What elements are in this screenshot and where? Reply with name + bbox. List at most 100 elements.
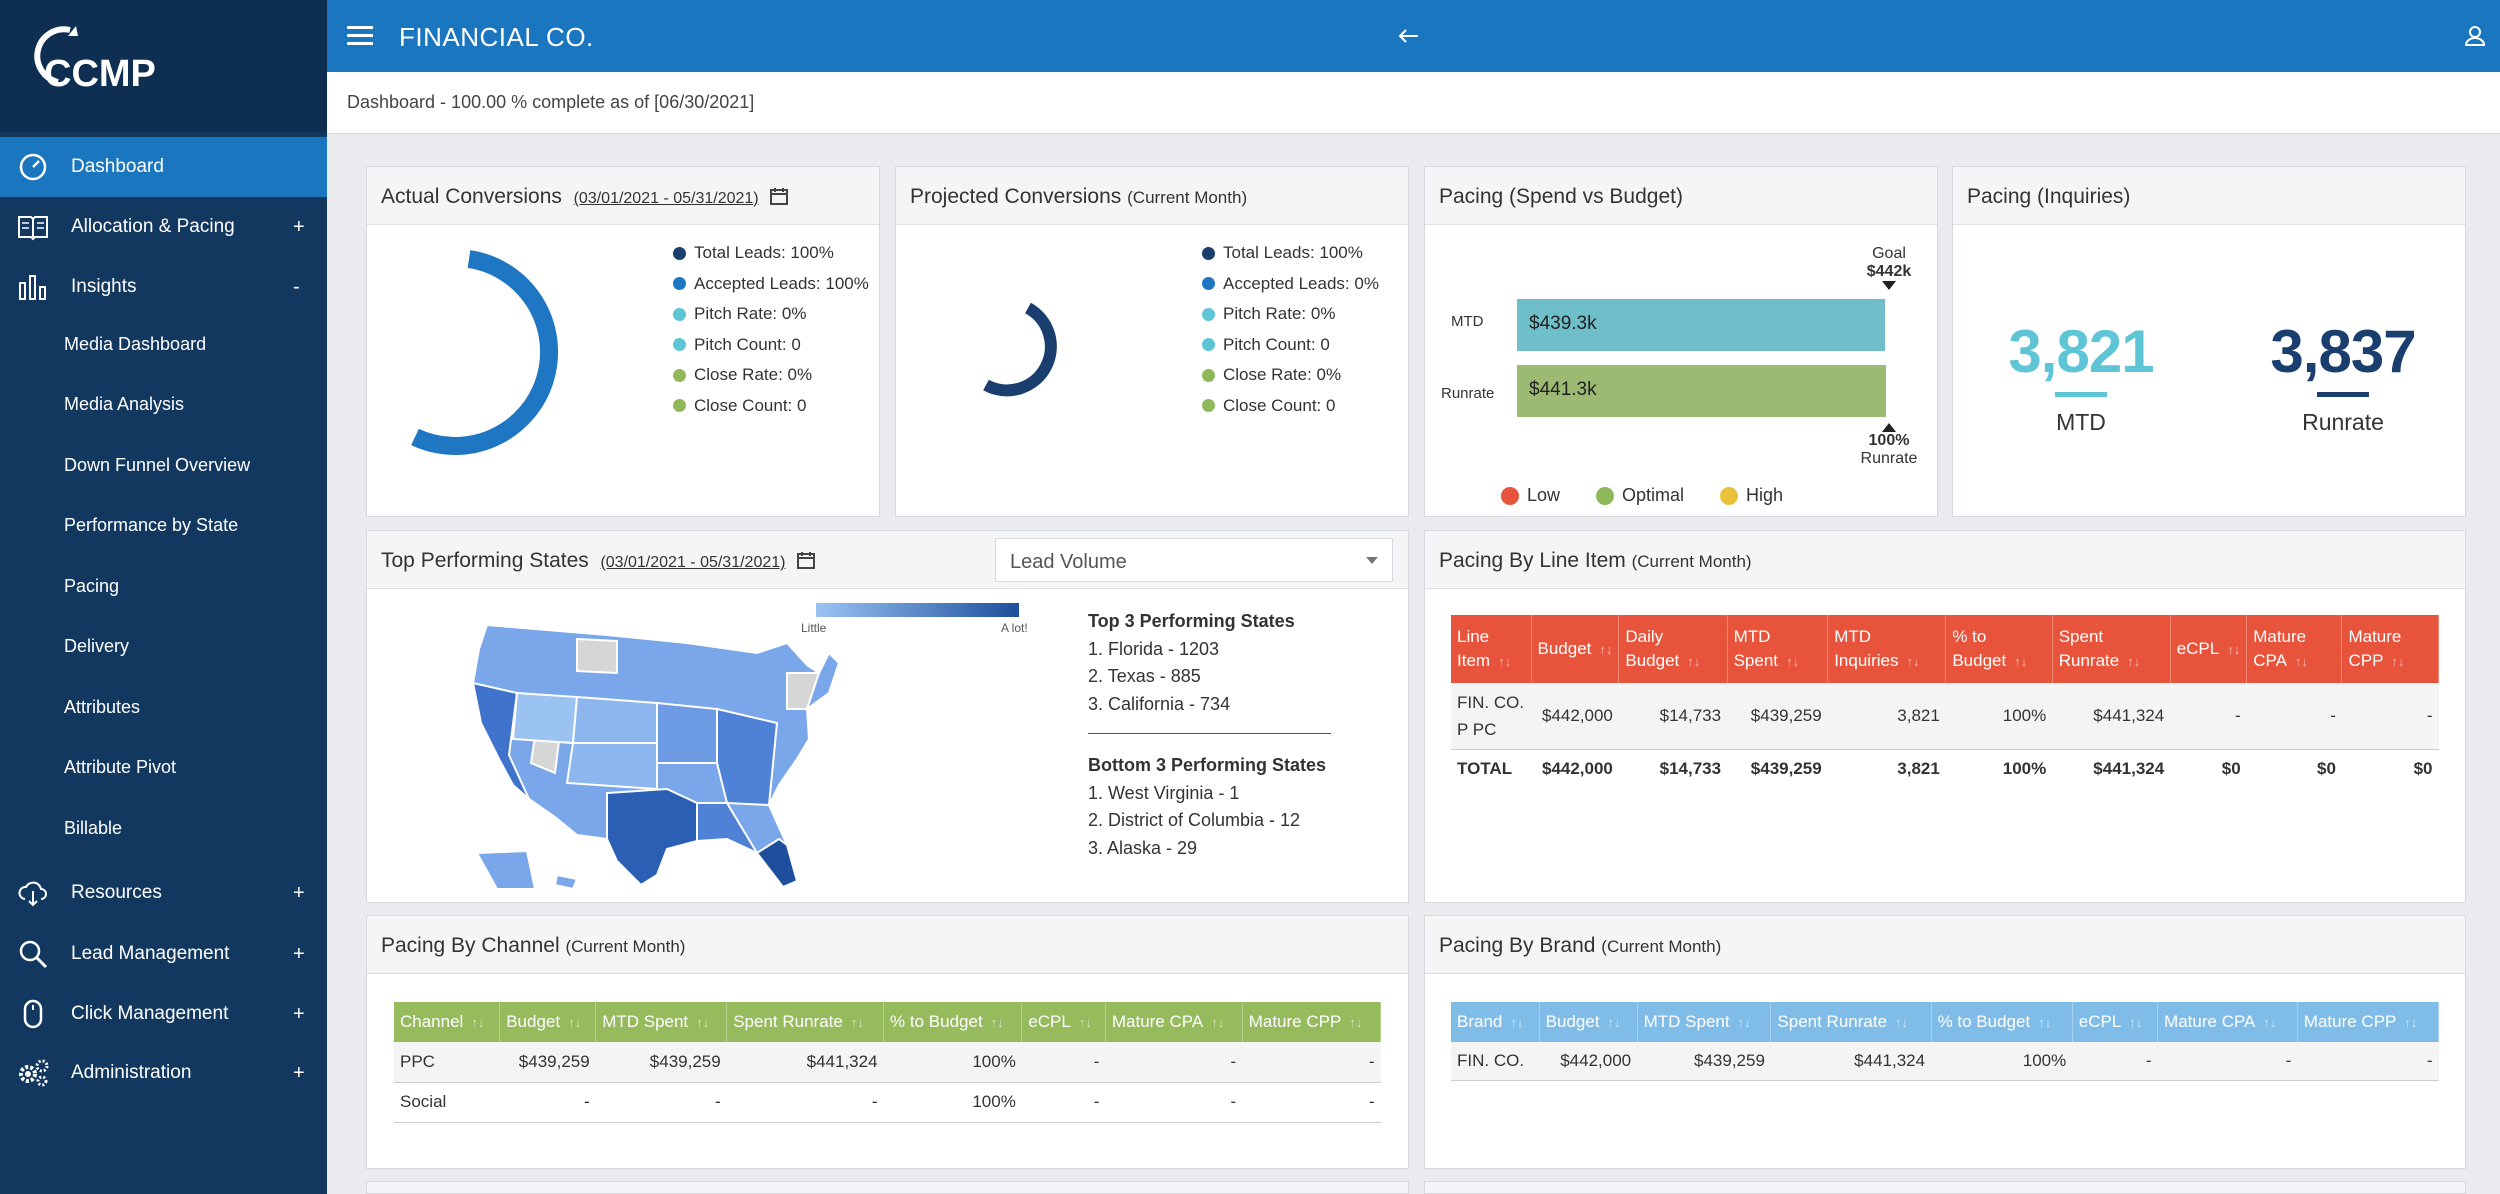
card-subtitle: (Current Month) <box>1601 937 1722 956</box>
sort-icon[interactable]: ↑↓ <box>2391 653 2405 669</box>
column-header[interactable]: eCPL ↑↓ <box>2072 1002 2159 1042</box>
column-header[interactable]: MTD Spent ↑↓ <box>1637 1002 1772 1042</box>
sidebar-subitem-delivery[interactable]: Delivery <box>64 635 130 656</box>
table-row[interactable]: Social - - - 100% - - - <box>394 1082 1381 1122</box>
sort-icon[interactable]: ↑↓ <box>1078 1015 1092 1030</box>
sort-icon[interactable]: ↑↓ <box>2263 1015 2277 1030</box>
sidebar-item-administration[interactable]: Administration + <box>0 1043 327 1103</box>
sort-icon[interactable]: ↑↓ <box>2127 653 2141 669</box>
column-header[interactable]: Mature CPA ↑↓ <box>2157 1002 2298 1042</box>
sidebar-subitem-performance-by-state[interactable]: Performance by State <box>64 514 239 535</box>
column-header[interactable]: % to Budget ↑↓ <box>1931 1002 2073 1042</box>
calendar-icon[interactable] <box>797 551 816 569</box>
column-header[interactable]: Channel ↑↓ <box>394 1002 501 1042</box>
column-header[interactable]: Budget ↑↓ <box>499 1002 597 1042</box>
sort-icon[interactable]: ↑↓ <box>1786 653 1800 669</box>
chevron-down-icon <box>1366 557 1378 564</box>
column-header[interactable]: Spent Runrate ↑↓ <box>1770 1002 1932 1042</box>
user-icon[interactable] <box>2465 26 2485 46</box>
sidebar-subitem-attribute-pivot[interactable]: Attribute Pivot <box>64 756 177 777</box>
sort-icon[interactable]: ↑↓ <box>1607 1015 1621 1030</box>
logo[interactable]: CCMP <box>0 0 327 132</box>
calendar-icon[interactable] <box>770 187 789 205</box>
sort-icon[interactable]: ↑↓ <box>1349 1015 1363 1030</box>
sort-icon[interactable]: ↑↓ <box>1510 1015 1524 1030</box>
sort-icon[interactable]: ↑↓ <box>471 1015 485 1030</box>
sort-icon[interactable]: ↑↓ <box>2227 641 2241 657</box>
sidebar-subitem-media-analysis[interactable]: Media Analysis <box>64 393 185 414</box>
column-header[interactable]: Spent Runrate ↑↓ <box>2052 615 2171 683</box>
sidebar-item-resources[interactable]: Resources + <box>0 863 327 923</box>
hamburger-menu-icon[interactable] <box>347 26 373 46</box>
sort-icon[interactable]: ↑↓ <box>2294 653 2308 669</box>
book-icon <box>16 211 50 243</box>
sort-icon[interactable]: ↑↓ <box>850 1015 864 1030</box>
sort-icon[interactable]: ↑↓ <box>1211 1015 1225 1030</box>
table-row[interactable]: FIN. CO. $442,000 $439,259 $441,324 100% - - - <box>1451 1042 2439 1080</box>
sidebar-item-click-management[interactable]: Click Management + <box>0 984 327 1044</box>
column-header[interactable]: MTD Spent ↑↓ <box>1727 615 1829 683</box>
top-states-heading: Top 3 Performing States <box>1088 611 1295 631</box>
sidebar-item-dashboard[interactable]: Dashboard <box>0 137 327 197</box>
column-header[interactable]: eCPL ↑↓ <box>2170 615 2248 683</box>
legend-item: Pitch Rate: 0% <box>1202 299 1379 330</box>
table-cell: FIN. CO. <box>1457 1050 1525 1070</box>
company-name: FINANCIAL CO. <box>399 22 594 52</box>
sidebar-subitem-media-dashboard[interactable]: Media Dashboard <box>64 333 207 354</box>
expand-icon[interactable]: + <box>293 942 305 965</box>
column-header[interactable]: Budget ↑↓ <box>1531 615 1620 683</box>
column-header[interactable]: % to Budget ↑↓ <box>883 1002 1023 1042</box>
sidebar-subitem-attributes[interactable]: Attributes <box>64 696 141 717</box>
sort-icon[interactable]: ↑↓ <box>1906 653 1920 669</box>
expand-icon[interactable]: + <box>293 215 305 238</box>
column-header[interactable]: Mature CPA ↑↓ <box>1105 1002 1243 1042</box>
column-header[interactable]: eCPL ↑↓ <box>1021 1002 1106 1042</box>
bottom-state: 2. District of Columbia - 12 <box>1088 810 1301 830</box>
expand-icon[interactable]: + <box>293 881 305 904</box>
sort-icon[interactable]: ↑↓ <box>1498 653 1512 669</box>
sort-icon[interactable]: ↑↓ <box>2014 653 2028 669</box>
sidebar-subitem-billable[interactable]: Billable <box>64 817 123 838</box>
us-map[interactable] <box>457 613 877 893</box>
column-header[interactable]: Budget ↑↓ <box>1539 1002 1638 1042</box>
date-range[interactable]: (03/01/2021 - 05/31/2021) <box>573 190 759 207</box>
table-cell: $442,000 <box>1541 705 1613 725</box>
column-header[interactable]: Mature CPA ↑↓ <box>2246 615 2343 683</box>
column-header[interactable]: Mature CPP ↑↓ <box>1242 1002 1382 1042</box>
column-header[interactable]: Daily Budget ↑↓ <box>1618 615 1728 683</box>
column-header[interactable]: % to Budget ↑↓ <box>1945 615 2053 683</box>
sort-icon[interactable]: ↑↓ <box>2038 1015 2052 1030</box>
sidebar-item-lead-management[interactable]: Lead Management + <box>0 924 327 984</box>
sort-icon[interactable]: ↑↓ <box>1599 641 1613 657</box>
expand-icon[interactable]: + <box>293 1002 305 1025</box>
sidebar-item-allocation[interactable]: Allocation & Pacing + <box>0 197 327 257</box>
sidebar-item-insights[interactable]: Insights - <box>0 257 327 317</box>
sort-icon[interactable]: ↑↓ <box>568 1015 582 1030</box>
sort-icon[interactable]: ↑↓ <box>2404 1015 2418 1030</box>
column-header[interactable]: Mature CPP ↑↓ <box>2341 615 2439 683</box>
sort-icon[interactable]: ↑↓ <box>696 1015 710 1030</box>
sort-icon[interactable]: ↑↓ <box>990 1015 1004 1030</box>
table-row[interactable]: PPC $439,259 $439,259 $441,324 100% - - - <box>394 1042 1381 1082</box>
column-header[interactable]: Brand ↑↓ <box>1451 1002 1540 1042</box>
sidebar-subitem-down-funnel[interactable]: Down Funnel Overview <box>64 454 251 475</box>
metric-dropdown[interactable]: Lead Volume <box>995 538 1393 582</box>
column-header[interactable]: Spent Runrate ↑↓ <box>726 1002 885 1042</box>
column-header[interactable]: MTD Inquiries ↑↓ <box>1827 615 1947 683</box>
back-arrow-icon[interactable] <box>1398 28 1418 44</box>
legend-dot-icon <box>673 399 686 413</box>
table-row[interactable]: FIN. CO. P PC $442,000 $14,733 $439,259 3,82… <box>1451 683 2439 749</box>
expand-icon[interactable]: + <box>293 1061 305 1084</box>
legend-label: Close Count: 0 <box>1223 395 1336 415</box>
column-header[interactable]: Mature CPP ↑↓ <box>2297 1002 2440 1042</box>
sort-icon[interactable]: ↑↓ <box>1895 1015 1909 1030</box>
sidebar-subitem-pacing[interactable]: Pacing <box>64 575 120 596</box>
date-range[interactable]: (03/01/2021 - 05/31/2021) <box>600 554 786 571</box>
column-header[interactable]: MTD Spent ↑↓ <box>595 1002 728 1042</box>
collapse-icon[interactable]: - <box>293 275 300 298</box>
state-rankings: Top 3 Performing States 1. Florida - 120… <box>1088 608 1331 862</box>
sort-icon[interactable]: ↑↓ <box>1737 1015 1751 1030</box>
column-header[interactable]: Line Item ↑↓ <box>1451 615 1532 683</box>
sort-icon[interactable]: ↑↓ <box>2129 1015 2143 1030</box>
sort-icon[interactable]: ↑↓ <box>1687 653 1701 669</box>
